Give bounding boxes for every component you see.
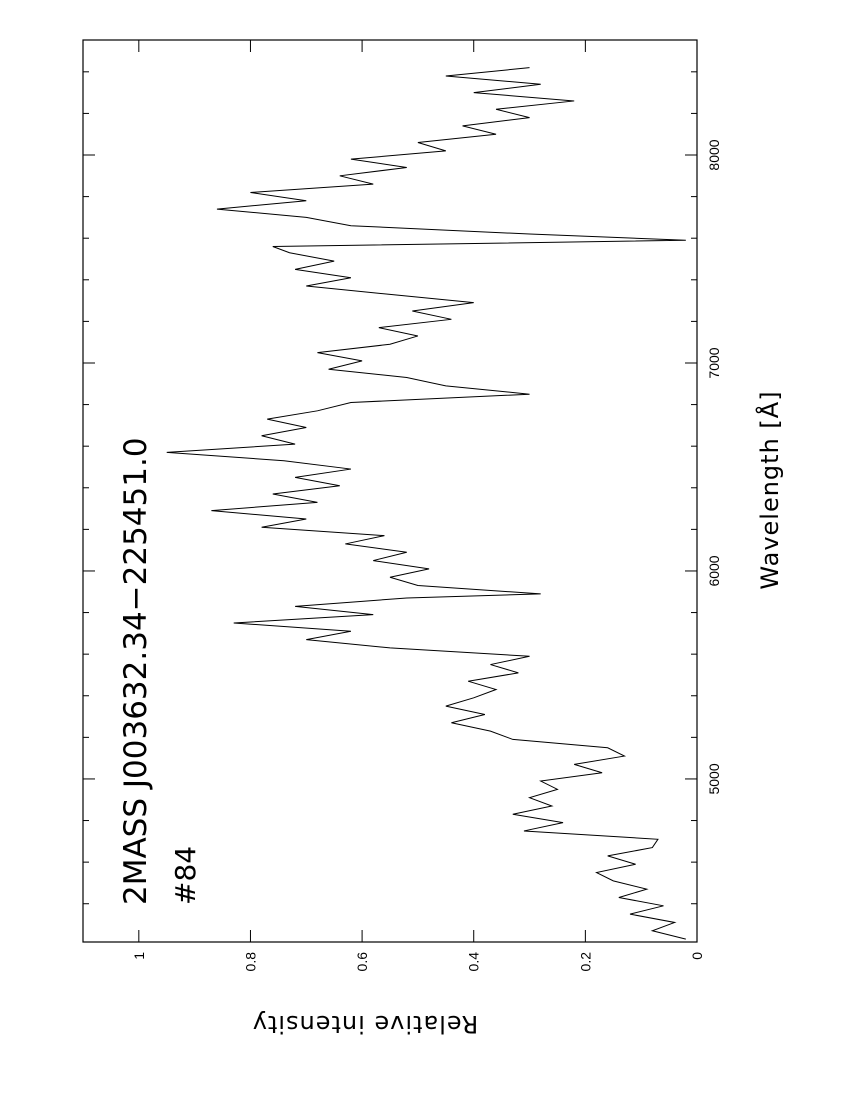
- x-axis-label: Wavelength [Å]: [755, 390, 784, 589]
- spectrum-line: [166, 67, 686, 940]
- y-tick-label: 0.8: [242, 952, 258, 972]
- x-tick-label: 8000: [706, 139, 722, 170]
- chart-subtitle: #84: [169, 846, 202, 905]
- y-tick-label: 0.4: [466, 952, 482, 972]
- y-axis-label: Relative intensity: [252, 1010, 478, 1038]
- plot: 2MASS J003632.34−225451.0 #84 Wavelength…: [82, 39, 784, 1038]
- y-tick-label: 0.2: [577, 952, 593, 972]
- x-tick-label: 5000: [706, 763, 722, 794]
- x-tick-label: 6000: [706, 555, 722, 586]
- x-tick-label: 7000: [706, 347, 722, 378]
- y-tick-label: 1: [131, 952, 147, 960]
- plot-frame: [82, 39, 698, 943]
- y-tick-label: 0.6: [354, 952, 370, 972]
- y-tick-label: 0: [689, 952, 705, 960]
- chart-title: 2MASS J003632.34−225451.0: [118, 437, 154, 905]
